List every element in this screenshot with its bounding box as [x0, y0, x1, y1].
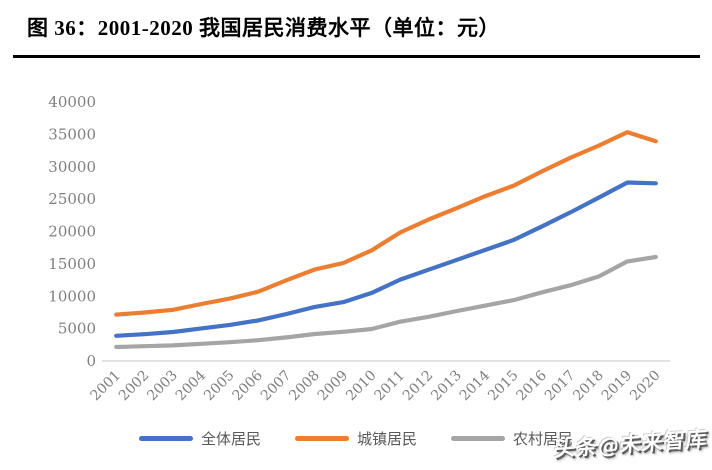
title-divider: [13, 55, 700, 58]
x-tick-label: 2003: [144, 368, 181, 405]
x-tick-label: 2002: [116, 368, 153, 405]
legend-label-overall: 全体居民: [200, 432, 261, 448]
legend-item-urban: 城镇居民: [294, 428, 417, 449]
x-tick-label: 2020: [627, 368, 664, 405]
x-tick-label: 2004: [173, 367, 210, 404]
y-tick-label: 0: [86, 352, 96, 370]
x-tick-label: 2005: [201, 368, 238, 405]
x-tick-label: 2014: [457, 367, 494, 404]
figure-title: 图 36：2001-2020 我国居民消费水平（单位：元）: [27, 16, 500, 40]
x-tick-label: 2006: [230, 367, 267, 404]
x-tick-label: 2011: [372, 368, 409, 405]
series-line-全体居民: [114, 180, 658, 338]
series-line-农村居民: [114, 254, 658, 350]
x-tick-label: 2013: [428, 368, 465, 405]
y-tick-label: 5000: [58, 320, 96, 338]
y-tick-label: 30000: [48, 158, 96, 176]
x-tick-label: 2001: [88, 368, 125, 405]
y-tick-label: 35000: [48, 125, 96, 143]
y-tick-label: 25000: [48, 190, 96, 208]
x-tick-label: 2015: [485, 368, 522, 405]
series-line-城镇居民: [114, 130, 658, 317]
x-tick-label: 2008: [286, 368, 323, 405]
legend-swatch-urban: [294, 436, 349, 441]
y-tick-label: 40000: [48, 93, 96, 111]
x-tick-label: 2016: [514, 367, 551, 404]
x-tick-label: 2017: [542, 368, 579, 405]
x-tick-label: 2019: [599, 368, 636, 405]
legend-swatch-overall: [138, 436, 193, 441]
legend-label-rural: 农村居民: [513, 432, 574, 448]
y-tick-label: 10000: [48, 287, 96, 305]
legend-item-rural: 农村居民: [451, 428, 573, 449]
x-tick-label: 2007: [258, 368, 295, 405]
x-tick-label: 2012: [400, 368, 437, 405]
x-tick-label: 2009: [315, 368, 352, 405]
chart-legend: 全体居民 城镇居民 农村居民: [0, 428, 712, 449]
x-tick-label: 2010: [343, 368, 380, 405]
legend-item-overall: 全体居民: [138, 428, 261, 449]
legend-swatch-rural: [451, 436, 505, 441]
x-tick-label: 2018: [570, 368, 607, 405]
legend-label-urban: 城镇居民: [356, 432, 417, 448]
y-tick-label: 20000: [48, 223, 96, 241]
y-tick-label: 15000: [48, 255, 96, 273]
